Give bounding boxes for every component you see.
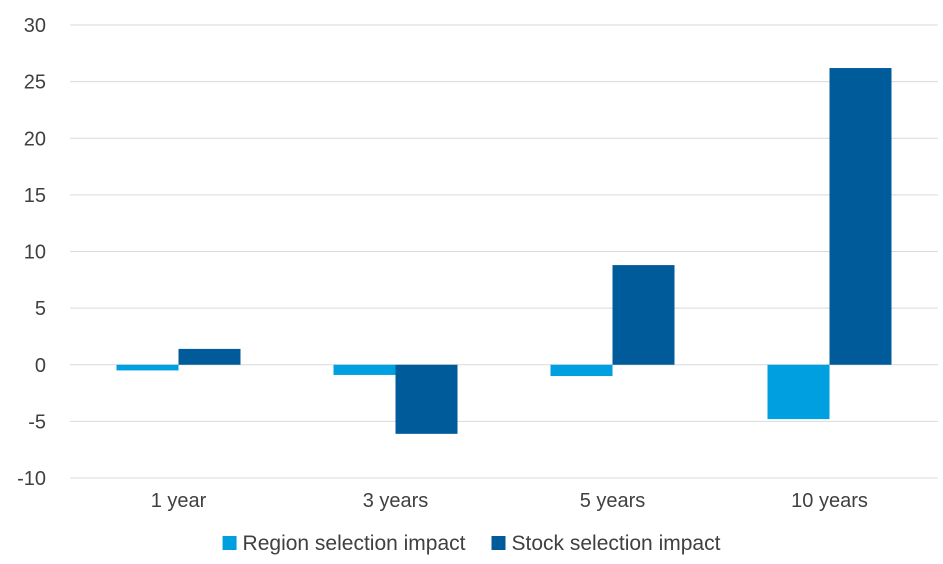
bar-stock-selection-impact xyxy=(612,265,675,365)
legend-swatch xyxy=(491,536,506,550)
legend-item: Region selection impact xyxy=(222,532,466,555)
x-axis-category-labels: 1 year 3 years 5 years 10 years xyxy=(151,490,868,512)
legend-label: Stock selection impact xyxy=(512,532,721,555)
legend: Region selection impact Stock selection i… xyxy=(222,532,721,555)
bar-region-selection-impact xyxy=(550,364,613,377)
x-category-label: 10 years xyxy=(791,490,868,512)
y-axis-tick-labels: 30 25 20 15 10 5 0 -5 -10 xyxy=(17,15,46,490)
legend-item: Stock selection impact xyxy=(491,532,721,555)
y-tick-label: 0 xyxy=(35,355,46,377)
bar-stock-selection-impact xyxy=(178,348,241,365)
bar-region-selection-impact xyxy=(767,364,830,420)
y-tick-label: 10 xyxy=(24,242,46,264)
bar-region-selection-impact xyxy=(116,364,179,371)
y-tick-label: 15 xyxy=(24,185,46,207)
bar-stock-selection-impact xyxy=(395,364,458,434)
legend-label: Region selection impact xyxy=(243,532,466,555)
x-category-label: 3 years xyxy=(363,490,429,512)
y-tick-label: -10 xyxy=(17,468,46,490)
y-tick-label: 5 xyxy=(35,298,46,320)
y-tick-label: 30 xyxy=(24,15,46,37)
bars xyxy=(116,68,892,434)
bar-stock-selection-impact xyxy=(829,68,892,365)
y-tick-label: 20 xyxy=(24,128,46,150)
bar-region-selection-impact xyxy=(333,364,396,375)
y-tick-label: -5 xyxy=(28,411,46,433)
x-category-label: 5 years xyxy=(580,490,646,512)
legend-swatch xyxy=(222,536,237,550)
x-category-label: 1 year xyxy=(151,490,207,512)
y-tick-label: 25 xyxy=(24,72,46,94)
